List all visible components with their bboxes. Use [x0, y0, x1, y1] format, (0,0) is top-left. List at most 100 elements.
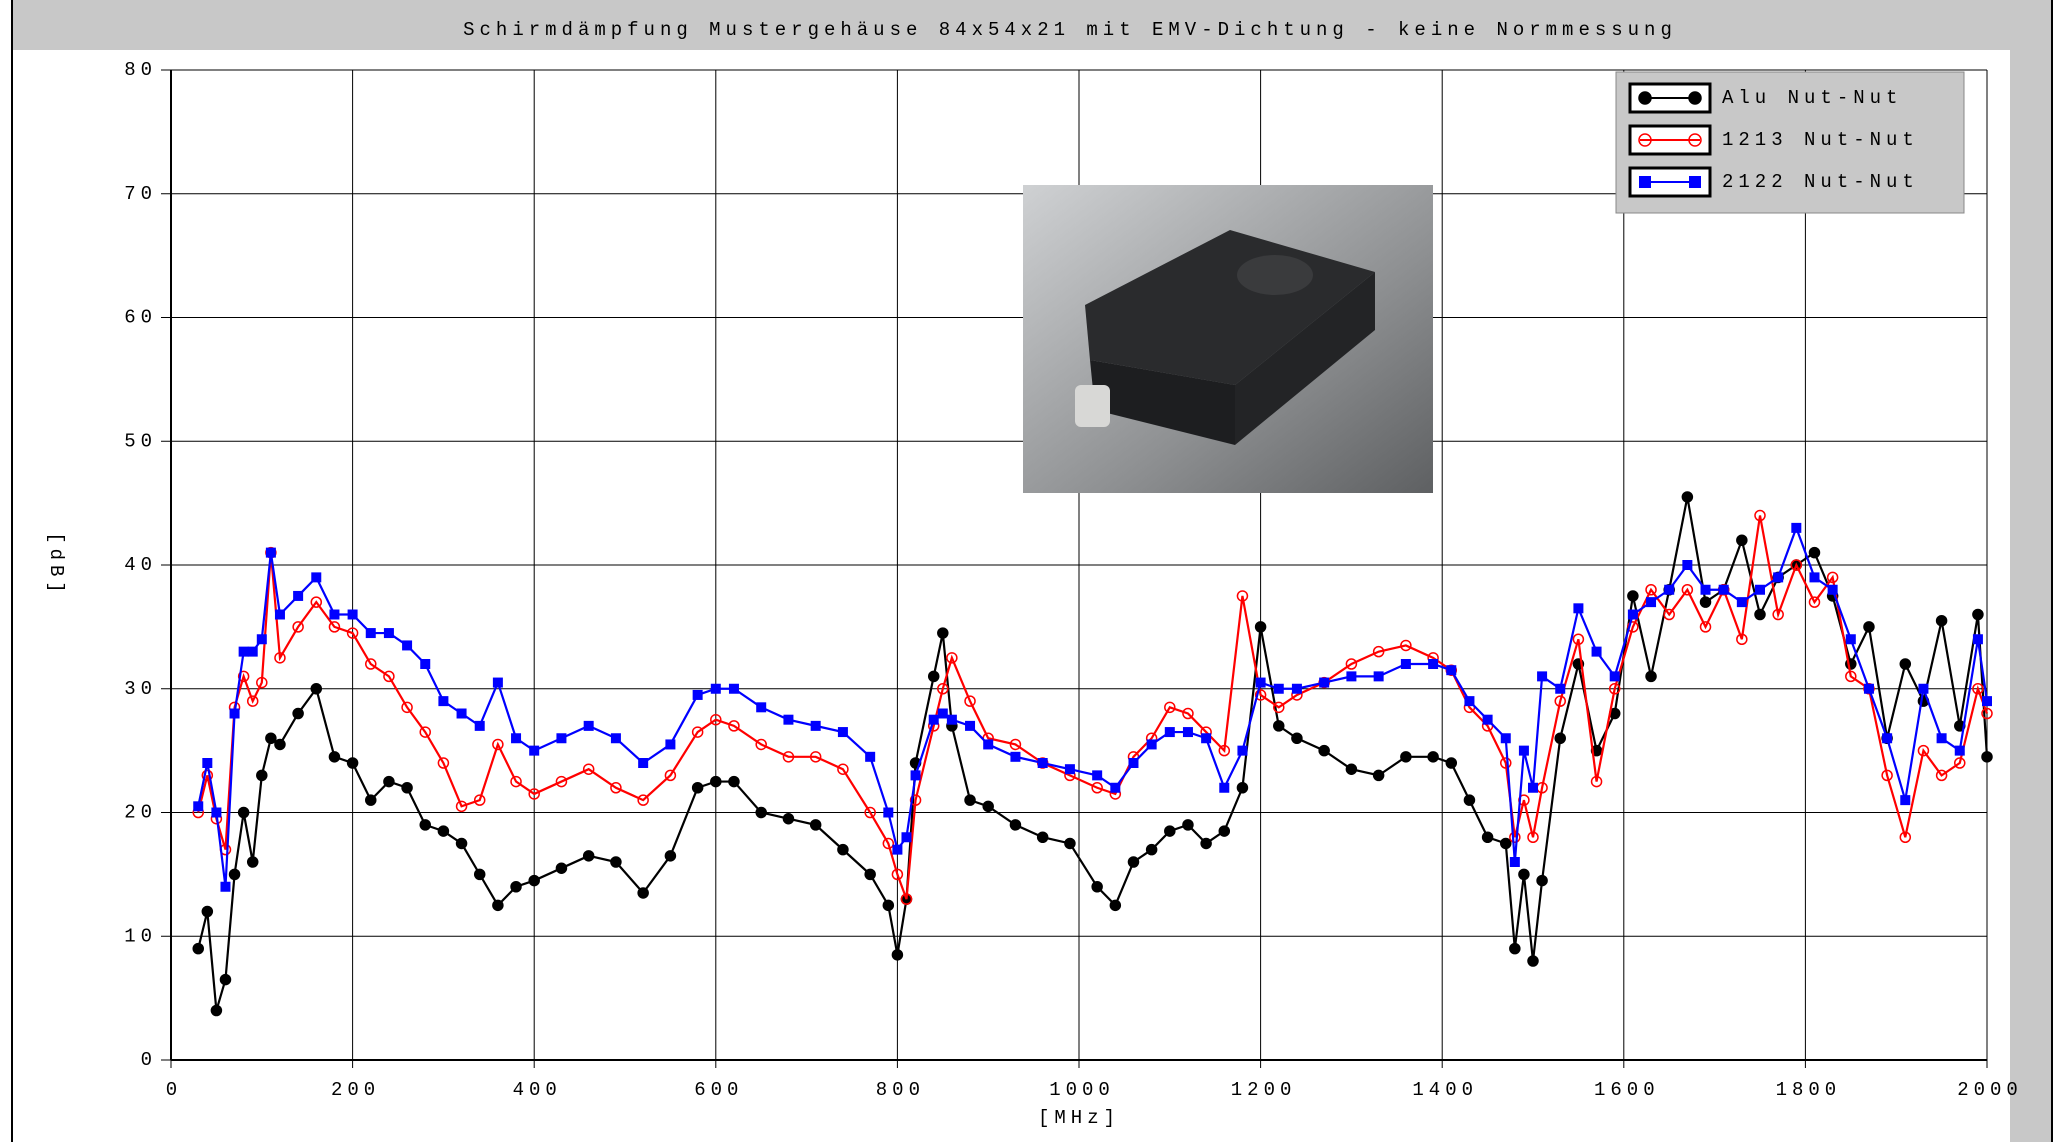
marker [402, 640, 413, 651]
marker [383, 670, 395, 683]
marker [864, 806, 876, 819]
marker [1882, 733, 1893, 744]
marker [883, 807, 894, 818]
marker [310, 596, 323, 608]
y-tick-label: 60 [124, 307, 157, 329]
marker [1689, 176, 1701, 188]
marker [1346, 671, 1357, 682]
marker [892, 844, 903, 855]
marker [1954, 757, 1966, 769]
marker [401, 782, 413, 794]
marker [210, 1004, 223, 1017]
marker [982, 800, 994, 813]
marker [1182, 819, 1194, 831]
marker [201, 769, 214, 782]
marker [1318, 744, 1330, 757]
marker [419, 726, 431, 738]
marker [728, 720, 740, 732]
marker [1718, 584, 1729, 595]
marker [964, 695, 976, 707]
marker [556, 733, 567, 744]
marker [1936, 733, 1947, 744]
marker [1509, 831, 1521, 843]
marker [1826, 571, 1839, 584]
marker [965, 720, 976, 731]
marker [1400, 639, 1412, 652]
x-tick-label: 800 [876, 1079, 925, 1101]
marker [192, 942, 204, 955]
marker [1509, 857, 1520, 867]
marker [193, 801, 204, 812]
marker [310, 683, 323, 695]
x-axis-label: [MHz] [1038, 1107, 1120, 1129]
marker [455, 837, 468, 850]
marker [882, 837, 895, 850]
y-tick-label: 80 [124, 59, 157, 81]
marker [555, 862, 568, 874]
marker [1808, 546, 1821, 559]
marker [201, 905, 214, 918]
marker [1218, 744, 1231, 757]
marker [202, 758, 213, 768]
marker [1899, 831, 1912, 843]
marker [1427, 751, 1439, 763]
x-tick-label: 1200 [1231, 1079, 1297, 1101]
marker [691, 726, 704, 738]
marker [1809, 572, 1820, 583]
marker [1446, 665, 1457, 676]
marker [1554, 695, 1566, 707]
y-tick-label: 50 [124, 430, 157, 452]
marker [1146, 739, 1157, 750]
marker [1164, 701, 1176, 714]
marker [1372, 645, 1385, 658]
marker [837, 843, 849, 856]
marker [438, 696, 449, 707]
marker [1273, 701, 1285, 714]
marker [1573, 603, 1584, 614]
marker [1109, 899, 1122, 912]
marker [928, 714, 939, 725]
marker [1200, 837, 1212, 850]
marker [755, 806, 767, 819]
marker [219, 973, 232, 986]
marker [1609, 671, 1620, 682]
marker [1128, 758, 1139, 768]
marker [220, 881, 231, 892]
marker [1009, 738, 1022, 751]
marker [401, 701, 413, 714]
title-band [12, 0, 2052, 50]
marker [1863, 621, 1875, 633]
marker [610, 856, 622, 868]
marker [383, 628, 394, 639]
marker [1500, 837, 1512, 850]
marker [511, 733, 522, 744]
marker [1182, 727, 1193, 738]
marker [1645, 584, 1657, 596]
marker [237, 806, 250, 819]
marker [328, 621, 341, 633]
marker [1254, 621, 1267, 633]
marker [610, 733, 621, 744]
marker [1481, 831, 1494, 843]
marker [1982, 696, 1992, 707]
marker [710, 683, 721, 694]
marker [346, 627, 359, 639]
marker [665, 739, 676, 750]
marker [256, 634, 267, 645]
marker [782, 812, 795, 825]
marker [837, 763, 849, 775]
marker [365, 658, 377, 670]
marker [637, 887, 649, 899]
marker [1681, 491, 1694, 503]
x-tick-label: 1600 [1594, 1079, 1660, 1101]
marker [1699, 596, 1712, 608]
marker [238, 646, 249, 657]
marker [728, 683, 739, 694]
marker [420, 659, 431, 669]
marker [1092, 770, 1103, 781]
y-tick-label: 20 [124, 802, 157, 824]
marker [1428, 659, 1439, 669]
marker [1682, 560, 1693, 570]
